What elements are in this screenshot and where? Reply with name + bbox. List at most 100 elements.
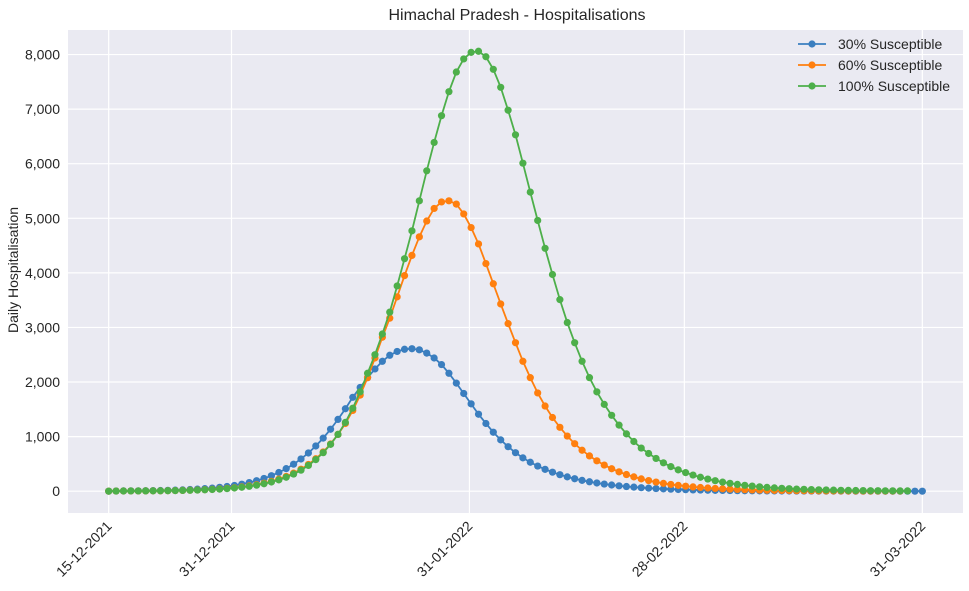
data-point [467,400,475,408]
data-point [482,419,490,428]
data-point [223,485,231,493]
data-point [511,339,520,347]
data-point [600,480,608,488]
data-point [726,479,734,487]
data-point [534,216,542,225]
data-point [600,400,608,408]
data-point [171,487,179,495]
y-tick-label: 3,000 [25,319,60,335]
data-point [363,369,372,377]
data-point [186,486,194,494]
x-tick-label: 31-03-2022 [866,518,928,580]
data-point [608,411,616,419]
data-point [548,468,557,476]
data-point [815,486,823,494]
data-point [526,458,534,466]
y-tick-label: 2,000 [25,374,60,390]
plot-background [68,30,963,513]
data-point [519,159,527,167]
data-point [119,487,128,495]
data-point [748,482,756,490]
data-point [667,480,675,489]
data-point [142,487,150,495]
data-point [230,484,239,492]
data-point [696,473,705,481]
data-point [889,487,897,495]
data-point [179,486,187,495]
x-tick-label: 15-12-2021 [53,518,115,580]
data-point [800,485,808,493]
series-2 [105,47,912,495]
data-point [504,320,512,328]
chart-title: Himachal Pradesh - Hospitalisations [389,7,646,24]
data-point [201,486,209,494]
data-point [667,463,675,471]
data-point [719,478,727,486]
data-point [253,481,261,489]
legend-marker [808,40,816,48]
data-point [822,486,830,494]
data-point [334,430,342,439]
data-point [149,487,157,495]
data-point [112,487,120,495]
data-point [497,300,505,308]
data-point [733,485,742,494]
data-point [386,351,394,359]
data-point [866,487,875,495]
data-point [578,357,586,365]
data-point [334,415,342,423]
legend-label: 60% Susceptible [838,57,943,73]
data-point [896,487,904,495]
data-point [837,486,845,494]
y-tick-label: 1,000 [25,429,60,445]
data-point [852,486,860,495]
data-point [519,454,527,462]
data-point [349,404,357,412]
data-point [844,486,852,495]
data-point [267,478,276,486]
data-point [460,210,468,218]
data-point [445,197,453,205]
data-point [630,437,638,446]
x-tick-label: 31-12-2021 [176,518,238,580]
data-point [563,318,571,327]
data-point [630,473,638,481]
data-point [548,270,557,279]
y-tick-label: 5,000 [25,210,60,226]
data-point [408,345,416,353]
data-point [386,308,394,316]
data-point [371,351,379,359]
legend: 30% Susceptible 60% Susceptible 100% Susce… [798,36,950,94]
data-point [556,296,564,304]
data-point [504,443,512,451]
data-point [408,251,416,259]
data-point [792,485,801,493]
data-point [593,479,601,487]
data-point [497,83,505,91]
data-point [918,487,926,495]
data-point [216,485,224,493]
data-point [645,449,653,458]
x-tick-label: 28-02-2022 [629,518,691,580]
data-point [571,475,579,483]
y-tick-label: 6,000 [25,156,60,172]
data-point [726,485,734,493]
data-point [437,360,446,369]
data-point [489,280,497,288]
y-tick-label: 4,000 [25,265,60,281]
data-point [585,478,594,486]
data-point [127,487,135,495]
data-point [778,484,786,492]
data-point [659,459,668,467]
data-point [489,428,497,436]
data-point [534,389,542,397]
data-point [630,483,638,491]
data-point [304,461,312,470]
data-point [415,197,423,205]
data-point [282,465,290,473]
data-point [682,482,690,490]
data-point [415,346,423,354]
data-point [903,487,912,495]
data-point [755,483,764,491]
